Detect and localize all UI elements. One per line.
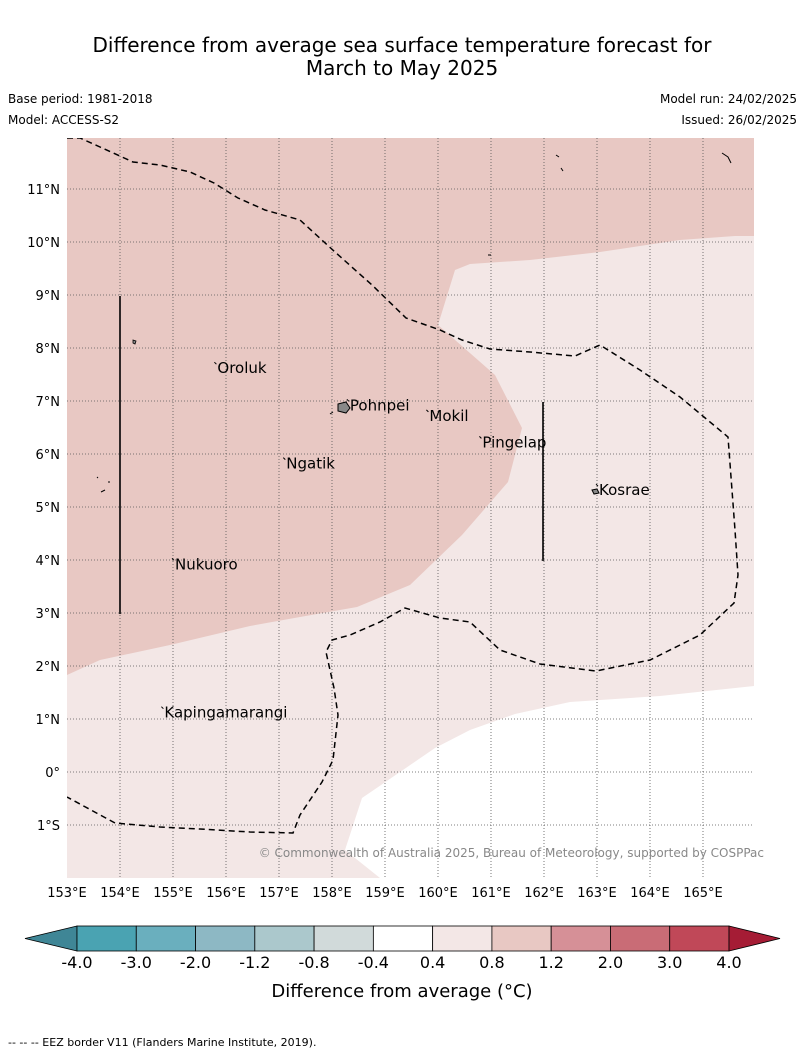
place-marker	[479, 436, 482, 439]
colorbar-tick-label: 3.0	[657, 953, 682, 972]
place-marker	[171, 557, 175, 561]
colorbar-segment	[195, 925, 256, 952]
place-marker	[282, 457, 286, 460]
y-tick-label: 1°S	[37, 819, 60, 834]
y-tick-label: 10°N	[27, 236, 60, 251]
colorbar-tick-label: 4.0	[716, 953, 741, 972]
issued-date: Issued: 26/02/2025	[681, 113, 797, 127]
y-tick-label: 6°N	[36, 448, 61, 463]
pohnpei-island	[337, 401, 351, 414]
x-tick-label: 158°E	[312, 886, 352, 901]
copyright-notice: © Commonwealth of Australia 2025, Bureau…	[259, 846, 764, 860]
colorbar-segment	[372, 925, 434, 952]
place-marker	[214, 361, 217, 365]
colorbar-segment	[254, 925, 315, 952]
y-tick-label: 8°N	[36, 342, 61, 357]
y-tick-label: 4°N	[36, 554, 61, 569]
colorbar-extend-low	[24, 925, 78, 952]
x-tick-label: 153°E	[47, 886, 87, 901]
small-island	[132, 339, 137, 345]
sst-anomaly-map: 153°E 154°E 155°E 156°E 157°E 158°E 159°E 160°E…	[24, 138, 781, 972]
y-tick-label: 7°N	[36, 395, 61, 410]
colorbar-tick-label: 1.2	[538, 953, 563, 972]
y-tick-label: 11°N	[27, 183, 60, 198]
x-tick-label: 163°E	[577, 886, 617, 901]
y-tick-label: 2°N	[36, 660, 61, 675]
colorbar-segment	[135, 925, 196, 952]
place-marker	[426, 409, 429, 413]
x-tick-label: 156°E	[206, 886, 246, 901]
colorbar-segment	[313, 925, 374, 952]
colorbar-segment	[669, 925, 730, 952]
colorbar-title: Difference from average (°C)	[271, 981, 533, 1002]
eez-border	[67, 138, 739, 834]
place-label-mokil: Mokil	[429, 407, 468, 425]
place-label-kosrae: Kosrae	[599, 481, 650, 499]
x-tick-label: 165°E	[683, 886, 723, 901]
colorbar-segment	[610, 925, 671, 952]
place-marker	[346, 398, 350, 402]
x-tick-label: 160°E	[418, 886, 458, 901]
atoll-marks	[96, 152, 732, 493]
title-line-2: March to May 2025	[305, 56, 499, 80]
colorbar-tick-label: 0.4	[420, 953, 445, 972]
place-label-ngatik: Ngatik	[286, 455, 335, 473]
x-tick-label: 154°E	[100, 886, 140, 901]
colorbar-tick-label: -0.4	[358, 953, 389, 972]
kosrae-island	[591, 488, 600, 495]
colorbar-tick-label: -2.0	[180, 953, 211, 972]
place-marker	[595, 483, 599, 487]
y-tick-label: 0°	[45, 766, 60, 781]
colorbar-segment	[76, 925, 137, 952]
colorbar	[24, 925, 781, 952]
colorbar-extend-high	[728, 925, 781, 952]
model-name: Model: ACCESS-S2	[8, 113, 120, 127]
x-tick-label: 159°E	[365, 886, 405, 901]
y-tick-label: 1°N	[36, 713, 61, 728]
place-label-pingelap: Pingelap	[482, 433, 546, 451]
y-tick-label: 5°N	[36, 501, 61, 516]
place-label-pohnpei: Pohnpei	[350, 396, 410, 414]
colorbar-tick-label: -4.0	[61, 953, 92, 972]
place-label-nukuoro: Nukuoro	[175, 555, 238, 573]
x-tick-label: 164°E	[630, 886, 670, 901]
colorbar-tick-label: -0.8	[298, 953, 329, 972]
colorbar-segment	[432, 925, 493, 952]
model-run: Model run: 24/02/2025	[659, 92, 797, 106]
colorbar-segment	[550, 925, 611, 952]
x-tick-label: 155°E	[153, 886, 193, 901]
base-period: Base period: 1981-2018	[8, 92, 153, 106]
colorbar-tick-label: 0.8	[479, 953, 504, 972]
place-marker	[161, 706, 164, 710]
colorbar-tick-label: 2.0	[598, 953, 623, 972]
x-tick-label: 162°E	[524, 886, 564, 901]
colorbar-segment	[491, 925, 552, 952]
colorbar-tick-label: -3.0	[121, 953, 152, 972]
y-tick-label: 3°N	[36, 607, 61, 622]
title-line-1: Difference from average sea surface temp…	[92, 33, 712, 57]
anomaly-region-medium	[67, 138, 754, 675]
eez-footnote: -- -- -- EEZ border V11 (Flanders Marine…	[8, 1036, 317, 1049]
colorbar-tick-label: -1.2	[239, 953, 270, 972]
x-tick-label: 161°E	[471, 886, 511, 901]
place-label-oroluk: Oroluk	[217, 359, 266, 377]
y-tick-label: 9°N	[36, 289, 61, 304]
place-label-kapingamarangi: Kapingamarangi	[164, 704, 287, 722]
x-tick-label: 157°E	[259, 886, 299, 901]
